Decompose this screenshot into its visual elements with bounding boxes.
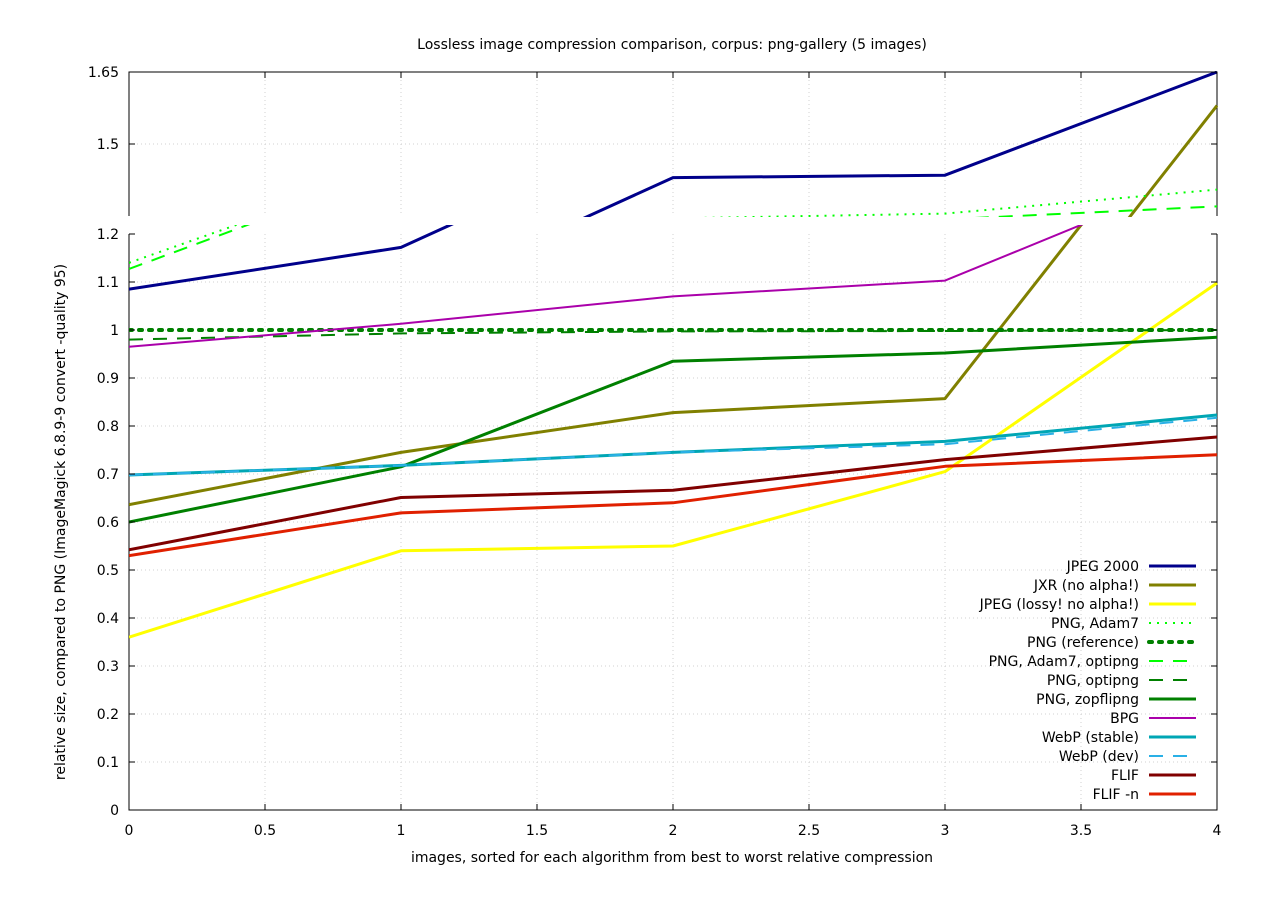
x-tick-label: 0.5 [254,823,276,839]
line-png-adam7-lower [129,225,240,264]
y-tick-label: 0.2 [97,707,119,723]
x-tick-label: 3.5 [1070,823,1092,839]
y-tick-label: 0.6 [97,515,119,531]
y-tick-label: 0.1 [97,755,119,771]
y-tick-label: 0.8 [97,419,119,435]
series-flif-n [129,453,1218,558]
series-png-adam7 [129,188,1218,264]
line-png-adam7-optipng-lower [129,225,251,270]
y-tick-label: 0.7 [97,467,119,483]
line-flif-n-lower [129,453,1218,558]
y-tick-label: 0.5 [97,563,119,579]
series-flif [129,435,1218,552]
legend-label-webp-stable: WebP (stable) [1042,730,1139,746]
x-tick-label: 2 [669,823,678,839]
line-jpeg-2000-upper [582,71,1218,217]
axis-ticks: 0 0.5 1 1.5 2 2.5 3 3.5 4 0 0.1 0.2 0.3 0.4 0.5 0.6 0.7 0… [88,65,1222,839]
series-png-reference [129,328,1218,332]
line-png-adam7-optipng-upper [974,205,1218,217]
series-png-zopflipng [129,335,1218,524]
y-tick-label: 0.4 [97,611,119,627]
series-lines [129,71,1218,639]
series-bpg [129,225,1084,348]
line-png-optipng-upper [129,384,1217,394]
line-jpeg-2000-lower [129,225,454,291]
y-tick-label: 0 [110,803,119,819]
line-flif-lower [129,435,1218,552]
x-tick-label: 2.5 [798,823,820,839]
x-tick-label: 3 [941,823,950,839]
x-tick-label: 1 [397,823,406,839]
y-tick-label: 1.1 [97,275,119,291]
line-png-optipng-lower [129,329,1218,341]
legend-label-png-zopflipng: PNG, zopflipng [1036,692,1139,708]
y-tick-label: 1.5 [97,137,119,153]
y-tick-label: 0.9 [97,371,119,387]
line-webp-dev-upper [129,472,1217,529]
legend-label-flif-n: FLIF -n [1093,787,1139,803]
series-jpeg-lossy-no-alpha [129,281,1218,639]
series-webp-dev [129,416,1218,529]
x-tick-label: 0 [125,823,134,839]
legend-label-png-adam7-optipng: PNG, Adam7, optipng [989,654,1139,670]
legend-label-png-adam7: PNG, Adam7 [1051,616,1139,632]
chart-title: Lossless image compression comparison, c… [417,37,927,53]
y-tick-label: 0.3 [97,659,119,675]
legend-label-png-reference: PNG (reference) [1027,635,1139,651]
x-tick-label: 4 [1213,823,1222,839]
x-tick-label: 1.5 [526,823,548,839]
legend-label-flif: FLIF [1111,768,1139,784]
y-tick-label: 1 [110,323,119,339]
legend-label-jpeg-lossy-no-alpha: JPEG (lossy! no alpha!) [979,597,1139,613]
y-axis-label: relative size, compared to PNG (ImageMag… [53,264,69,780]
series-jpeg-2000 [129,71,1218,291]
legend-label-bpg: BPG [1110,711,1139,727]
line-bpg-lower [129,225,1084,348]
legend-label-png-optipng: PNG, optipng [1047,673,1139,689]
line-webp-dev-lower [129,416,1218,476]
y-tick-label: 1.65 [88,65,119,81]
legend-label-jpeg-2000: JPEG 2000 [1066,559,1139,575]
line-png-zopflipng-lower [129,335,1218,524]
series-png-adam7-optipng [129,205,1218,270]
legend-label-jxr-no-alpha: JXR (no alpha!) [1033,578,1139,594]
y-tick-label: 1.2 [97,227,119,243]
series-png-optipng [129,329,1218,394]
x-axis-label: images, sorted for each algorithm from b… [411,850,933,866]
legend: JPEG 2000 JXR (no alpha!) JPEG (lossy! no … [979,559,1198,803]
legend-label-webp-dev: WebP (dev) [1059,749,1139,765]
line-jpeg-lossy-no-alpha-lower [129,281,1218,639]
